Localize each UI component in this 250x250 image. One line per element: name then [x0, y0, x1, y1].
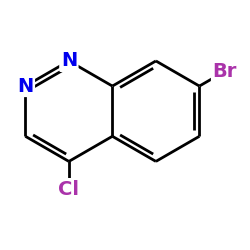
Text: Br: Br	[212, 62, 237, 81]
Text: N: N	[17, 76, 34, 96]
Text: Cl: Cl	[58, 180, 80, 199]
Text: N: N	[61, 52, 77, 70]
